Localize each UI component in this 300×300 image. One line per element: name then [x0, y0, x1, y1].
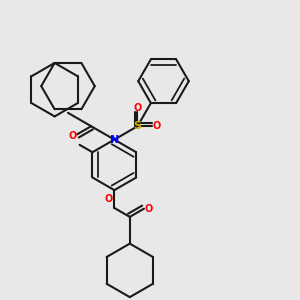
- Text: N: N: [110, 135, 119, 145]
- Text: O: O: [104, 194, 112, 204]
- Text: O: O: [68, 131, 77, 141]
- Text: S: S: [134, 121, 142, 131]
- Text: O: O: [144, 204, 152, 214]
- Text: O: O: [134, 103, 142, 113]
- Text: O: O: [152, 121, 160, 131]
